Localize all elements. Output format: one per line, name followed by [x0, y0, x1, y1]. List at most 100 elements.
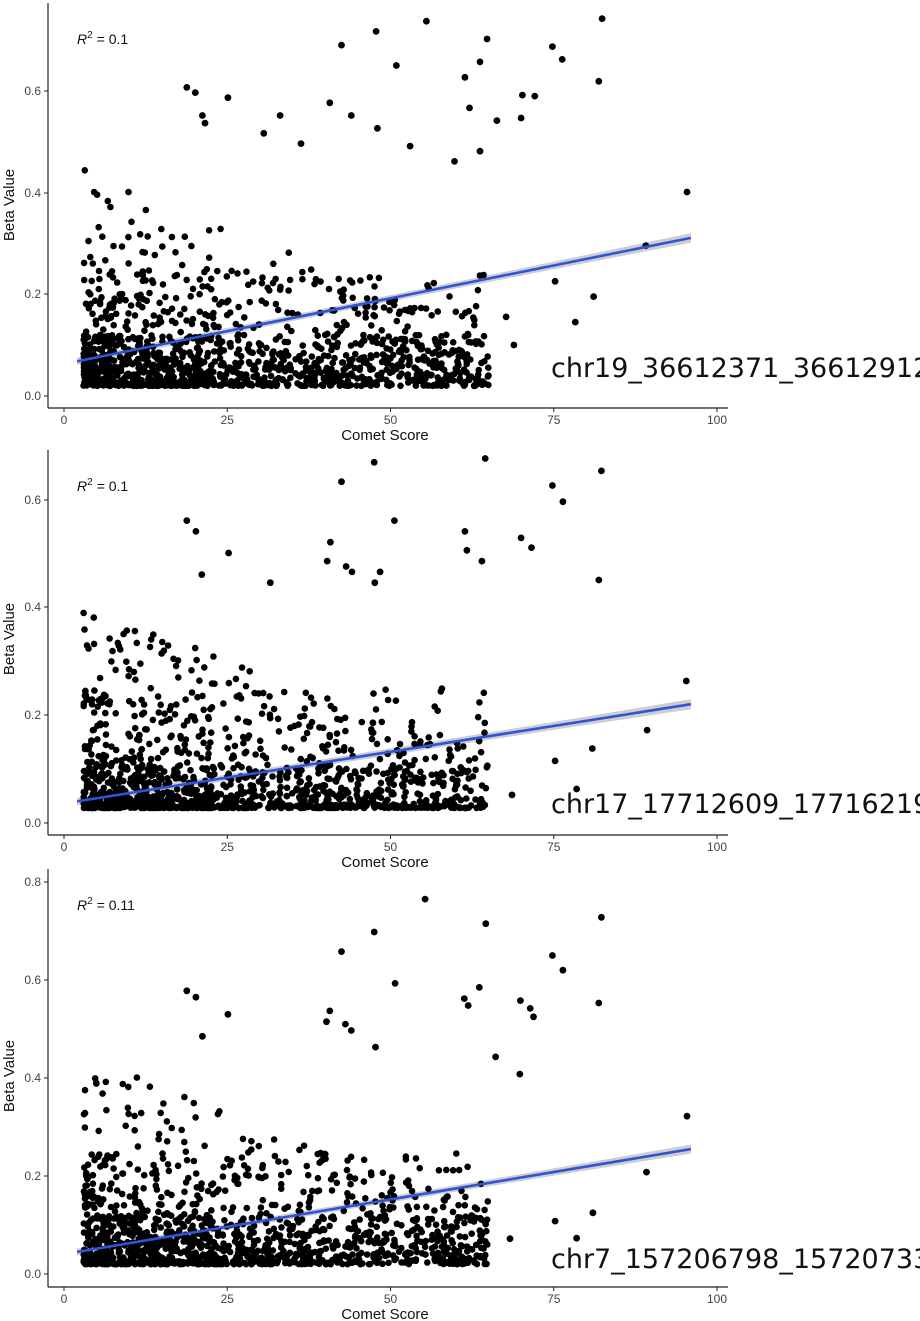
data-point — [142, 355, 149, 363]
data-point — [125, 233, 132, 241]
data-point — [402, 1251, 409, 1258]
data-point — [300, 1188, 307, 1196]
data-point — [365, 1260, 373, 1268]
data-point — [194, 1192, 201, 1199]
data-point-outlier — [464, 1002, 472, 1009]
data-point — [110, 783, 117, 790]
data-point — [413, 1203, 421, 1211]
data-point — [88, 751, 95, 758]
data-point — [343, 321, 350, 329]
data-point — [453, 365, 460, 373]
data-point — [180, 1238, 187, 1245]
data-point — [406, 356, 413, 364]
data-point — [180, 722, 188, 729]
data-point — [91, 804, 98, 811]
data-point — [80, 700, 88, 707]
data-point — [188, 242, 195, 250]
data-point — [220, 781, 227, 789]
data-point — [90, 640, 98, 648]
regression-line — [76, 236, 692, 363]
data-point — [182, 369, 189, 376]
data-point — [308, 794, 316, 801]
data-point — [201, 791, 209, 798]
data-point — [438, 685, 446, 692]
data-point — [438, 769, 446, 777]
data-point — [389, 762, 397, 769]
data-point — [220, 1163, 227, 1171]
data-point — [162, 746, 170, 754]
data-point — [354, 310, 362, 318]
data-point — [155, 379, 162, 387]
data-point — [171, 272, 179, 280]
data-point — [322, 1150, 329, 1158]
data-point — [235, 363, 242, 370]
data-point — [257, 1204, 265, 1211]
data-point-outlier — [589, 1209, 597, 1217]
data-point — [97, 720, 104, 727]
data-point — [392, 697, 400, 704]
data-point — [399, 773, 407, 780]
data-point — [450, 801, 458, 808]
data-point — [367, 1221, 375, 1228]
data-point — [240, 331, 248, 339]
data-point — [116, 297, 123, 305]
data-point — [173, 701, 180, 708]
data-point — [297, 755, 305, 763]
data-point — [296, 1201, 304, 1209]
data-point — [351, 1239, 358, 1247]
data-point — [454, 793, 461, 800]
data-point — [481, 1206, 488, 1214]
data-point — [461, 333, 469, 340]
data-point — [182, 696, 189, 703]
data-point — [471, 321, 478, 329]
data-point — [172, 249, 179, 256]
scatter-points — [80, 167, 492, 390]
data-point — [380, 304, 388, 311]
data-point-outlier — [376, 568, 384, 576]
data-point — [188, 1257, 195, 1265]
data-point — [354, 803, 362, 810]
data-point-outlier — [470, 382, 478, 390]
data-point-outlier — [423, 17, 430, 25]
data-point — [362, 314, 370, 321]
data-point — [378, 358, 386, 366]
data-point — [288, 746, 295, 753]
data-point — [220, 700, 227, 707]
data-point — [484, 1198, 492, 1205]
data-point — [158, 1201, 165, 1208]
data-point — [172, 294, 180, 302]
data-point — [453, 1150, 460, 1157]
data-point — [384, 796, 391, 804]
data-point — [481, 719, 489, 727]
data-point — [222, 1245, 229, 1252]
data-point — [210, 309, 217, 317]
data-point — [183, 276, 190, 284]
data-point — [211, 803, 219, 811]
scatter-panel-chr19: 0.0 0.2 0.4 0.6 0 25 50 75 100 Comet Score Beta Va… — [0, 0, 920, 444]
data-point — [152, 1182, 160, 1189]
data-point — [259, 774, 266, 782]
data-point — [110, 1165, 117, 1172]
data-point — [267, 372, 275, 380]
data-point — [477, 804, 485, 811]
data-point — [373, 333, 381, 340]
data-point — [443, 382, 450, 389]
data-point — [124, 1104, 132, 1112]
data-point-outlier — [466, 104, 473, 112]
data-point — [205, 227, 213, 234]
data-point — [433, 364, 441, 372]
data-point — [127, 1215, 135, 1222]
data-point — [96, 1151, 103, 1158]
data-point — [333, 730, 341, 737]
data-point — [148, 332, 155, 339]
data-point — [269, 773, 276, 780]
data-point — [314, 343, 322, 351]
data-point — [465, 338, 473, 346]
data-point — [358, 354, 366, 362]
data-point — [123, 353, 131, 361]
data-point — [442, 797, 449, 805]
data-point — [389, 789, 396, 797]
data-point-outlier — [371, 579, 379, 587]
data-point — [366, 1228, 373, 1236]
data-point — [197, 367, 204, 375]
